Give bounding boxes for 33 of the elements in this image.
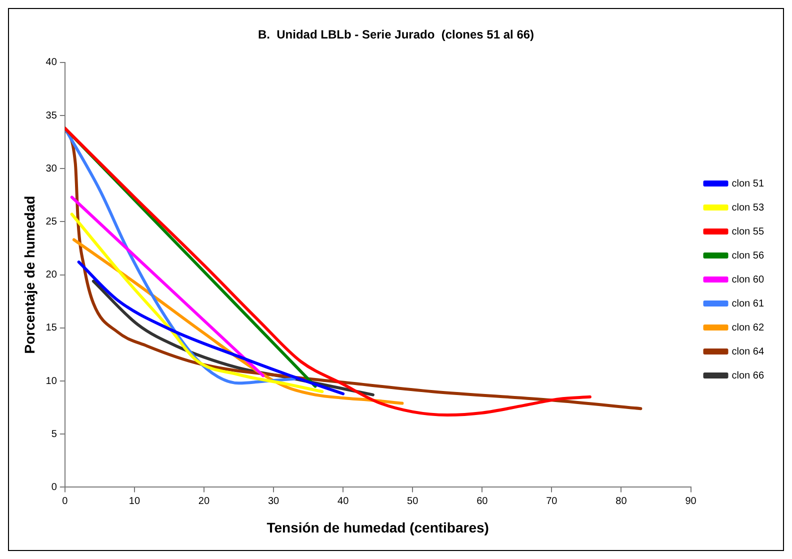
line-series bbox=[70, 212, 324, 394]
legend-label: clon 61 bbox=[732, 298, 764, 310]
y-tick-label: 15 bbox=[46, 322, 58, 334]
x-tick-label: 20 bbox=[198, 496, 210, 507]
y-tick-label: 40 bbox=[46, 57, 58, 68]
legend-label: clon 62 bbox=[732, 322, 764, 334]
legend-label: clon 56 bbox=[732, 250, 764, 262]
y-tick-label: 10 bbox=[46, 376, 58, 387]
legend-label: clon 53 bbox=[732, 202, 764, 214]
y-tick-label: 0 bbox=[51, 482, 58, 493]
legend-label: clon 60 bbox=[732, 274, 764, 286]
x-tick-label: 10 bbox=[128, 496, 140, 507]
x-tick-label: 40 bbox=[338, 496, 350, 507]
x-tick-label: 50 bbox=[407, 496, 419, 507]
y-tick-label: 20 bbox=[46, 270, 58, 281]
y-tick-label: 30 bbox=[46, 163, 58, 174]
chart-title: B. Unidad LBLb - Serie Jurado (clones 51 al 66) bbox=[258, 28, 534, 42]
x-tick-label: 30 bbox=[268, 496, 280, 507]
x-tick-label: 0 bbox=[62, 496, 68, 507]
y-axis-title: Porcentaje de humedad bbox=[21, 196, 38, 354]
y-tick-label: 5 bbox=[51, 428, 58, 440]
x-axis-title: Tensión de humedad (centibares) bbox=[266, 519, 489, 536]
y-tick-label: 25 bbox=[46, 216, 58, 228]
legend-label: clon 64 bbox=[732, 346, 764, 358]
legend-label: clon 55 bbox=[732, 226, 764, 238]
legend-label: clon 51 bbox=[732, 178, 764, 190]
legend-label: clon 66 bbox=[732, 370, 764, 382]
y-tick-label: 35 bbox=[46, 110, 58, 122]
x-tick-label: 80 bbox=[616, 496, 628, 507]
x-tick-label: 90 bbox=[685, 496, 697, 507]
line-series bbox=[77, 260, 345, 396]
x-tick-label: 60 bbox=[476, 496, 488, 507]
x-tick-label: 70 bbox=[546, 496, 558, 507]
